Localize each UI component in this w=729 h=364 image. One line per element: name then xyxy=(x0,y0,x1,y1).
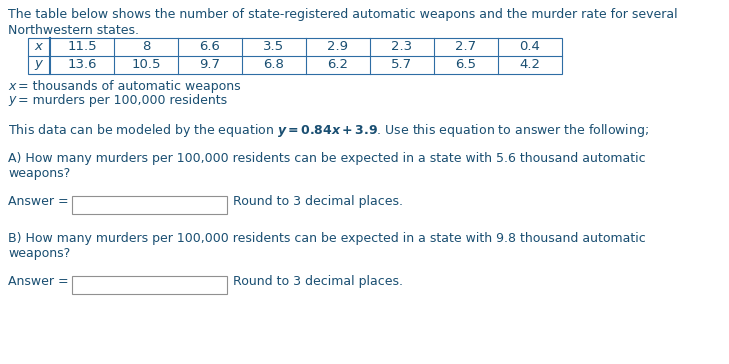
Text: $y$: $y$ xyxy=(34,58,44,72)
Text: B) How many murders per 100,000 residents can be expected in a state with 9.8 th: B) How many murders per 100,000 resident… xyxy=(8,232,646,245)
Text: = thousands of automatic weapons: = thousands of automatic weapons xyxy=(18,80,241,93)
Text: 10.5: 10.5 xyxy=(131,59,161,71)
Text: Answer =: Answer = xyxy=(8,275,73,288)
Text: weapons?: weapons? xyxy=(8,247,70,260)
Text: Northwestern states.: Northwestern states. xyxy=(8,24,139,37)
Text: 2.3: 2.3 xyxy=(391,40,413,54)
Text: 2.9: 2.9 xyxy=(327,40,348,54)
Text: 4.2: 4.2 xyxy=(520,59,540,71)
Text: 11.5: 11.5 xyxy=(67,40,97,54)
Text: A) How many murders per 100,000 residents can be expected in a state with 5.6 th: A) How many murders per 100,000 resident… xyxy=(8,152,646,165)
Text: 9.7: 9.7 xyxy=(200,59,220,71)
Bar xyxy=(72,196,227,214)
Text: $x$: $x$ xyxy=(34,40,44,54)
Text: 3.5: 3.5 xyxy=(263,40,284,54)
Text: 6.8: 6.8 xyxy=(264,59,284,71)
Text: $y$: $y$ xyxy=(8,94,17,108)
Text: 6.2: 6.2 xyxy=(327,59,348,71)
Text: 5.7: 5.7 xyxy=(391,59,413,71)
Text: Round to 3 decimal places.: Round to 3 decimal places. xyxy=(233,275,403,288)
Text: = murders per 100,000 residents: = murders per 100,000 residents xyxy=(18,94,227,107)
Text: 6.5: 6.5 xyxy=(456,59,477,71)
Text: The table below shows the number of state-registered automatic weapons and the m: The table below shows the number of stat… xyxy=(8,8,678,21)
Text: weapons?: weapons? xyxy=(8,167,70,180)
Bar xyxy=(28,38,562,74)
Text: 2.7: 2.7 xyxy=(456,40,477,54)
Text: 13.6: 13.6 xyxy=(67,59,97,71)
Bar xyxy=(72,276,227,294)
Text: Answer =: Answer = xyxy=(8,195,73,208)
Text: This data can be modeled by the equation $\boldsymbol{y = 0.84x + 3.9}$. Use thi: This data can be modeled by the equation… xyxy=(8,122,649,139)
Text: $x$: $x$ xyxy=(8,80,17,93)
Text: 0.4: 0.4 xyxy=(520,40,540,54)
Text: 6.6: 6.6 xyxy=(200,40,220,54)
Text: Round to 3 decimal places.: Round to 3 decimal places. xyxy=(233,195,403,208)
Text: 8: 8 xyxy=(142,40,150,54)
